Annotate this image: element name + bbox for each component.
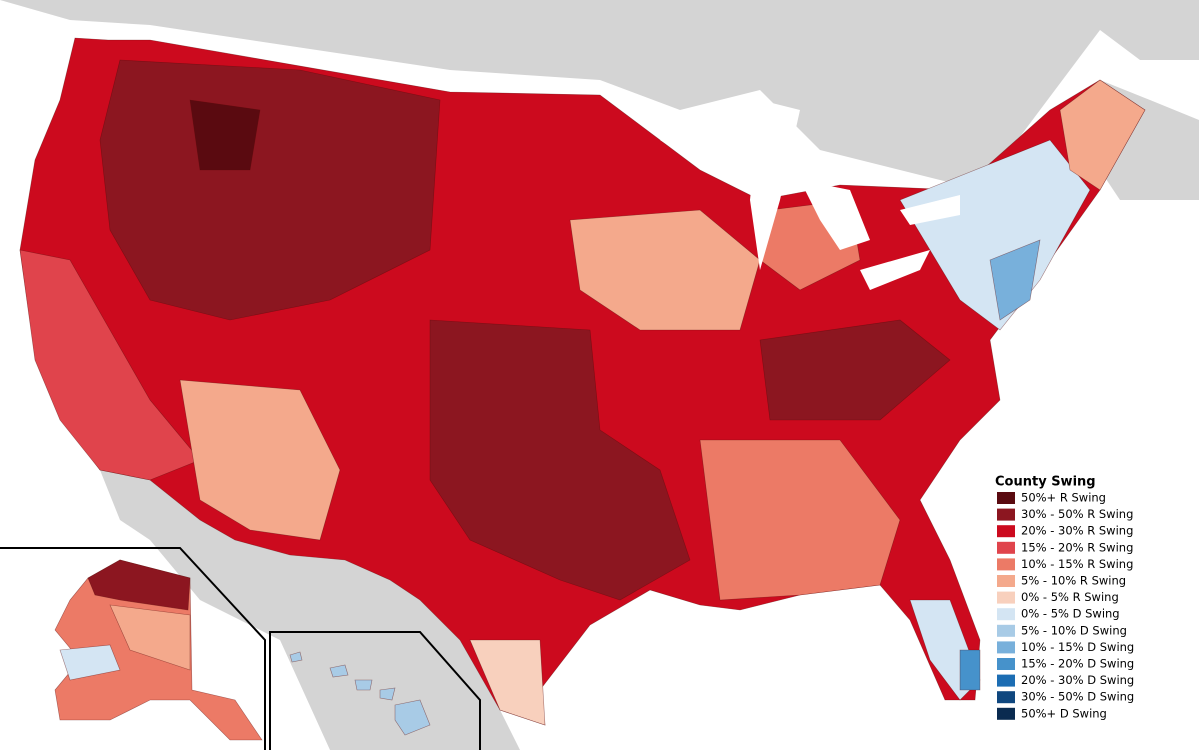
legend-swatch (997, 624, 1015, 637)
legend-swatch (997, 674, 1015, 687)
mexico (100, 470, 520, 750)
legend-swatch (997, 558, 1015, 571)
legend-label: 0% - 5% R Swing (1021, 590, 1119, 604)
legend-swatch (997, 575, 1015, 587)
legend-swatch (997, 658, 1015, 670)
legend-label: 0% - 5% D Swing (1021, 607, 1120, 621)
region-appalachia (759, 319, 951, 421)
hawaii (289, 651, 431, 736)
alaska-west (59, 644, 121, 681)
region-midwest (569, 209, 761, 331)
legend-label: 5% - 10% D Swing (1021, 623, 1127, 637)
legend-swatch (997, 691, 1015, 704)
legend-label: 20% - 30% D Swing (1021, 673, 1134, 687)
region-northwest (99, 59, 441, 321)
legend-swatch (997, 591, 1015, 604)
great-lakes (660, 100, 960, 290)
legend-label: 15% - 20% D Swing (1021, 657, 1134, 671)
legend-label: 5% - 10% R Swing (1021, 574, 1126, 588)
alaska-north (87, 559, 191, 611)
legend: County Swing 50%+ R Swing 30% - 50% R Swi… (995, 475, 1134, 721)
legend-swatch (997, 608, 1015, 621)
legend-swatch (997, 541, 1015, 554)
region-maine (1059, 79, 1146, 191)
legend-swatch (997, 492, 1015, 504)
legend-swatch (997, 641, 1015, 654)
region-idaho (189, 99, 261, 171)
region-south (699, 439, 901, 601)
legend-label: 30% - 50% D Swing (1021, 690, 1134, 704)
alaska-interior (109, 604, 191, 671)
legend-label: 20% - 30% R Swing (1021, 524, 1133, 538)
region-south-texas (469, 639, 546, 726)
canada (0, 0, 1199, 190)
region-plains (429, 319, 691, 601)
legend-label: 10% - 15% D Swing (1021, 640, 1134, 654)
legend-label: 50%+ R Swing (1021, 491, 1106, 505)
legend-label: 10% - 15% R Swing (1021, 557, 1133, 571)
legend-label: 50%+ D Swing (1021, 706, 1107, 720)
legend-swatch (997, 707, 1015, 720)
legend-label: 15% - 20% R Swing (1021, 540, 1133, 554)
region-miami (959, 649, 981, 691)
hawaii-inset-border (269, 631, 481, 750)
legend-swatch (997, 525, 1015, 538)
alaska-inset-border (0, 547, 266, 750)
region-california (19, 249, 201, 481)
region-nyc (989, 239, 1041, 321)
region-southwest (179, 379, 341, 541)
legend-title: County Swing (995, 475, 1096, 490)
legend-label: 30% - 50% R Swing (1021, 507, 1133, 521)
legend-swatch (997, 508, 1015, 521)
